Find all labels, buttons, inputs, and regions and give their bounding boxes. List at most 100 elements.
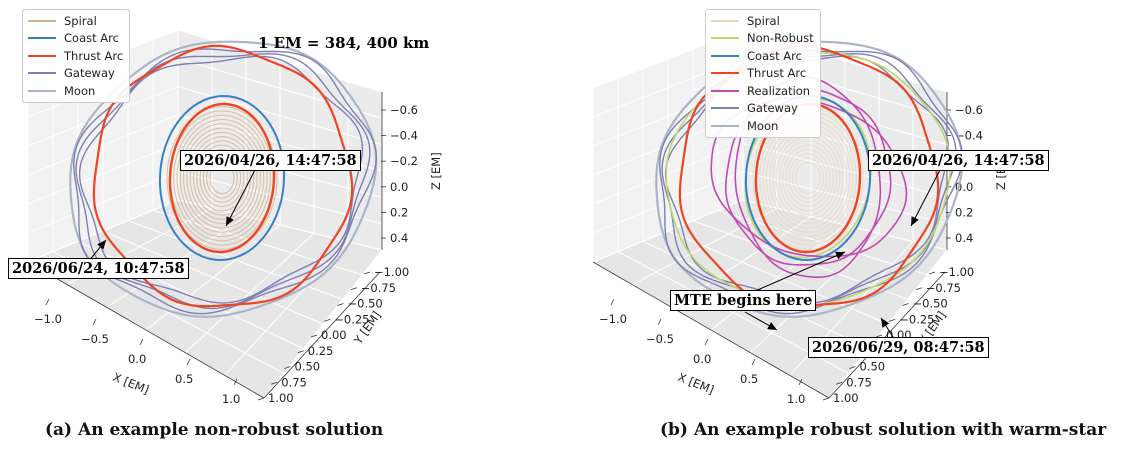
annotation-arrow	[225, 169, 256, 227]
thrust-arc-line	[168, 102, 276, 254]
legend-label: Gateway	[64, 66, 115, 81]
thrust-arc-line	[92, 44, 354, 308]
x-tick-label: −0.5	[646, 332, 674, 346]
legend-swatch	[711, 89, 739, 92]
y-tick-mark	[875, 334, 883, 338]
legend-swatch	[711, 124, 739, 127]
y-tick-mark	[284, 366, 291, 369]
caption-b: (b) An example robust solution with warm…	[660, 420, 1107, 440]
x-axis-label: X [EM]	[676, 370, 716, 397]
y-tick-label: 1.00	[268, 391, 294, 405]
thrust-arc-line	[754, 102, 862, 254]
z-tick-label: 0.0	[390, 180, 408, 194]
annotation-start-date-b: 2026/04/26, 14:47:58	[868, 150, 1049, 171]
legend-entry: Spiral	[711, 12, 814, 30]
y-tick-label: 0.50	[295, 360, 321, 374]
x-axis-line	[592, 261, 830, 399]
spiral-line	[176, 118, 268, 238]
z-tick-label: −0.4	[955, 129, 983, 143]
y-tick-label: −0.50	[348, 297, 383, 311]
annotation-start-date-a: 2026/04/26, 14:47:58	[180, 150, 361, 171]
legend-label: Thrust Arc	[747, 66, 807, 81]
y-tick-label: −0.50	[913, 297, 948, 311]
x-tick-mark	[233, 378, 238, 386]
legend-swatch	[711, 72, 739, 75]
y-tick-label: 0.25	[308, 344, 334, 358]
legend-entry: Coast Arc	[711, 47, 814, 65]
y-axis-line	[263, 271, 381, 399]
y-tick-mark	[257, 397, 265, 401]
legend-entry: Gateway	[711, 100, 814, 118]
z-tick-label: −0.6	[390, 103, 418, 117]
legend-label: Spiral	[64, 13, 97, 28]
x-tick-label: −1.0	[34, 312, 62, 326]
legend-entry: Thrust Arc	[711, 65, 814, 83]
spiral-line	[179, 123, 265, 233]
x-tick-label: 0.0	[128, 352, 146, 366]
annotation-arrowhead	[767, 322, 777, 330]
annotation-end-date-a: 2026/06/24, 10:47:58	[8, 258, 189, 279]
z-tick-label: 0.2	[955, 205, 973, 219]
thrust-arc-line	[678, 44, 940, 308]
legend-entry: Spiral	[28, 12, 123, 30]
y-tick-label: 0.50	[860, 360, 886, 374]
annotation-arrowhead	[226, 216, 234, 226]
x-tick-mark	[610, 298, 615, 306]
annotation-mte-begins: MTE begins here	[670, 290, 817, 311]
x-tick-label: 0.5	[740, 372, 758, 386]
y-tick-mark	[928, 271, 936, 275]
gridline	[263, 249, 383, 399]
legend-label: Non-Robust	[747, 31, 814, 46]
legend-label: Moon	[64, 83, 96, 98]
x-tick-mark	[751, 358, 756, 366]
legend-label: Coast Arc	[747, 48, 802, 63]
spiral-line	[775, 136, 841, 220]
legend-label: Thrust Arc	[64, 48, 124, 63]
realization-line	[734, 76, 882, 279]
y-tick-label: 0.75	[281, 375, 307, 389]
x-axis-line	[27, 261, 265, 399]
legend-entry: Realization	[711, 82, 814, 100]
x-tick-label: 0.0	[693, 352, 711, 366]
y-tick-mark	[271, 381, 278, 385]
spiral-line	[762, 118, 854, 238]
moon-orbit-line	[69, 40, 378, 318]
legend-swatch	[711, 54, 739, 57]
z-tick-label: −0.6	[955, 103, 983, 117]
x-tick-label: −0.5	[81, 332, 109, 346]
y-tick-label: 0.75	[846, 375, 872, 389]
legend-swatch	[28, 89, 56, 92]
spiral-line	[186, 131, 258, 225]
spiral-line	[765, 123, 851, 233]
y-tick-mark	[324, 318, 331, 322]
spiral-line	[785, 148, 831, 208]
gateway-orbit-line	[78, 55, 364, 304]
spiral-line	[192, 140, 252, 216]
y-tick-label: −0.25	[334, 312, 369, 326]
x-tick-label: −1.0	[599, 312, 627, 326]
legend-swatch	[711, 19, 739, 22]
spiral-line	[173, 114, 271, 242]
x-tick-mark	[139, 338, 144, 346]
spiral-line	[759, 114, 857, 242]
spiral-line	[769, 127, 847, 229]
x-tick-mark	[657, 318, 662, 326]
y-tick-label: −1.00	[939, 265, 974, 279]
z-tick-label: −0.4	[390, 129, 418, 143]
legend-entry: Moon	[711, 117, 814, 135]
y-tick-mark	[337, 303, 344, 306]
y-tick-mark	[297, 350, 304, 354]
coast-arc-line	[158, 94, 286, 262]
gateway-orbit-line	[73, 48, 378, 315]
annotation-arrowhead	[911, 216, 919, 226]
legend-swatch	[711, 107, 739, 110]
y-tick-mark	[836, 381, 843, 385]
z-tick-label: −0.2	[390, 154, 418, 168]
spiral-line	[189, 136, 255, 220]
spiral-line	[183, 127, 261, 229]
legend-entry: Thrust Arc	[28, 47, 123, 65]
legend-entry: Moon	[28, 82, 123, 100]
legend-b: Spiral Non-Robust Coast Arc Thrust Arc Reali…	[705, 9, 821, 138]
y-tick-mark	[350, 287, 357, 291]
x-tick-label: 1.0	[222, 392, 240, 406]
